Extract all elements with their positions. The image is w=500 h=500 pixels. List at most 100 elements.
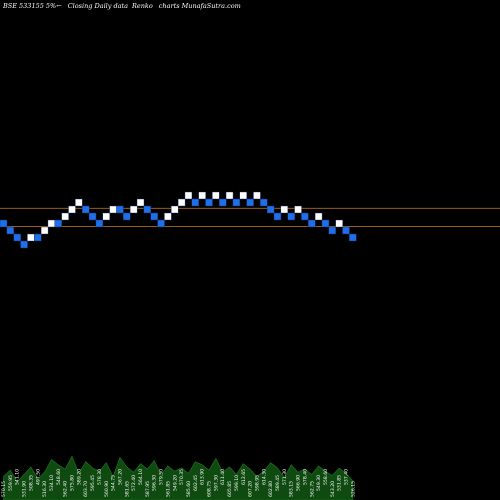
volume-price-label-7: 534.10 (49, 475, 55, 491)
volume-price-label-12: 603.70 (83, 481, 89, 497)
volume-price-label-14: 578.30 (97, 469, 103, 485)
volume-price-label-40: 589.45 (275, 475, 281, 491)
down-brick-18 (123, 212, 131, 221)
volume-price-label-4: 508.35 (28, 475, 34, 491)
down-brick-42 (287, 212, 295, 221)
volume-price-label-42: 583.15 (289, 481, 295, 497)
volume-price-label-19: 572.40 (131, 475, 137, 491)
up-brick-7 (47, 219, 56, 228)
volume-price-label-30: 608.75 (207, 481, 213, 497)
volume-price-label-27: 585.60 (186, 481, 192, 497)
volume-price-label-46: 549.30 (316, 475, 322, 491)
up-brick-27 (184, 191, 193, 200)
down-brick-32 (218, 198, 227, 207)
up-brick-20 (136, 198, 145, 207)
up-brick-9 (61, 212, 69, 221)
header-site: charts MunafaSutra.com (159, 2, 241, 10)
down-brick-14 (95, 219, 104, 228)
volume-price-label-26: 570.35 (179, 469, 185, 485)
volume-price-label-25: 549.20 (172, 475, 178, 491)
volume-price-label-47: 558.60 (323, 469, 329, 485)
volume-price-label-13: 595.45 (90, 475, 96, 491)
up-brick-11 (75, 198, 83, 207)
volume-price-label-22: 596.30 (152, 475, 158, 491)
volume-price-label-38: 614.30 (261, 469, 267, 485)
volume-price-label-9: 562.40 (63, 481, 69, 497)
up-brick-29 (198, 191, 206, 200)
up-brick-35 (239, 191, 247, 200)
volume-price-label-20: 564.10 (138, 469, 144, 485)
down-brick-1 (6, 226, 15, 235)
volume-price-label-51: 526.15 (350, 481, 356, 497)
up-brick-16 (109, 205, 117, 214)
header-description: Closing Daily data (68, 2, 128, 10)
volume-price-label-32: 611.40 (220, 469, 226, 485)
volume-price-label-39: 602.80 (268, 481, 274, 497)
down-brick-39 (266, 205, 275, 214)
down-brick-36 (246, 198, 254, 207)
down-brick-5 (34, 233, 42, 242)
down-brick-8 (54, 219, 62, 228)
down-brick-44 (301, 212, 309, 221)
header-symbol: BSE 533155 5% (2, 2, 56, 10)
volume-price-label-0: 570.15 (1, 481, 7, 497)
up-brick-6 (40, 226, 49, 235)
volume-price-label-41: 571.30 (282, 469, 288, 485)
volume-price-label-18: 581.65 (124, 481, 130, 497)
up-brick-33 (225, 191, 234, 200)
volume-price-label-50: 537.40 (344, 469, 350, 485)
volume-price-label-23: 579.50 (159, 469, 165, 485)
up-brick-49 (335, 219, 343, 228)
down-brick-17 (116, 205, 124, 214)
volume-price-label-15: 560.90 (104, 481, 110, 497)
volume-price-label-49: 531.85 (337, 475, 343, 491)
volume-area (3, 455, 354, 500)
volume-price-label-6: 516.30 (42, 481, 48, 497)
volume-price-label-5: 497.50 (35, 469, 41, 485)
down-brick-48 (328, 226, 336, 235)
down-brick-22 (150, 212, 158, 221)
volume-price-label-33: 605.85 (227, 481, 233, 497)
volume-price-label-37: 598.95 (254, 475, 260, 491)
down-brick-12 (81, 205, 90, 214)
up-brick-24 (164, 212, 172, 221)
up-brick-19 (129, 205, 138, 214)
volume-price-label-8: 548.60 (56, 469, 62, 485)
header-arrow: ← (56, 2, 62, 10)
volume-price-label-28: 602.45 (193, 475, 199, 491)
volume-price-label-36: 607.20 (248, 481, 254, 497)
down-brick-38 (260, 198, 268, 207)
up-brick-15 (102, 212, 110, 221)
volume-price-label-11: 589.20 (76, 469, 82, 485)
volume-price-label-45: 562.75 (309, 481, 315, 497)
volume-price-label-35: 612.65 (241, 469, 247, 485)
up-brick-4 (27, 233, 35, 242)
volume-price-label-21: 587.95 (145, 481, 151, 497)
volume-price-label-43: 566.90 (296, 475, 302, 491)
renko-bricks (0, 191, 357, 249)
up-brick-31 (212, 191, 220, 200)
volume-price-label-44: 578.40 (302, 469, 308, 485)
down-brick-13 (88, 212, 97, 221)
down-brick-47 (321, 219, 330, 228)
up-brick-41 (280, 205, 289, 214)
down-brick-45 (308, 219, 316, 228)
volume-price-label-1: 559.95 (8, 475, 14, 491)
up-brick-10 (68, 205, 76, 214)
down-brick-51 (349, 233, 357, 242)
up-brick-43 (294, 205, 302, 214)
volume-price-label-24: 561.85 (165, 481, 171, 497)
down-brick-28 (191, 198, 200, 207)
volume-price-label-31: 597.30 (213, 475, 219, 491)
up-brick-26 (177, 198, 186, 207)
header-chart-kind: Renko (131, 2, 153, 10)
down-brick-40 (273, 212, 282, 221)
down-brick-0 (0, 219, 8, 228)
up-brick-37 (253, 191, 261, 200)
down-brick-2 (13, 233, 21, 242)
up-brick-25 (171, 205, 179, 214)
down-brick-30 (205, 198, 213, 207)
volume-area-shape (3, 455, 354, 500)
